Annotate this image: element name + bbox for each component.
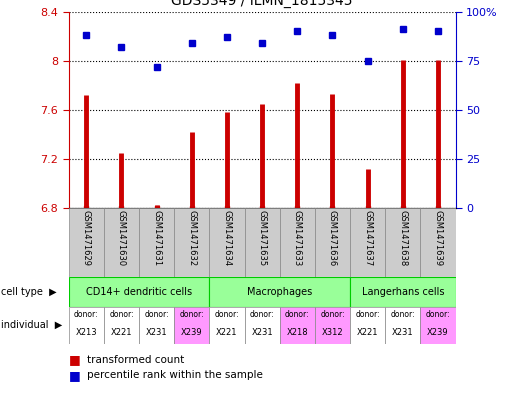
- Text: X221: X221: [216, 328, 238, 337]
- Text: X221: X221: [111, 328, 132, 337]
- Text: GSM1471637: GSM1471637: [363, 210, 372, 266]
- Bar: [315, 208, 350, 277]
- Text: donor:: donor:: [74, 310, 99, 318]
- Bar: [174, 208, 209, 277]
- Bar: [209, 208, 244, 277]
- Bar: [174, 307, 209, 344]
- Text: GSM1471630: GSM1471630: [117, 210, 126, 266]
- Bar: [244, 208, 280, 277]
- Text: transformed count: transformed count: [87, 354, 184, 365]
- Bar: [139, 208, 174, 277]
- Text: donor:: donor:: [109, 310, 134, 318]
- Text: X231: X231: [146, 328, 167, 337]
- Text: donor:: donor:: [355, 310, 380, 318]
- Text: Macrophages: Macrophages: [247, 287, 313, 297]
- Bar: [69, 307, 104, 344]
- Text: donor:: donor:: [180, 310, 204, 318]
- Text: GSM1471639: GSM1471639: [434, 210, 442, 266]
- Bar: [280, 307, 315, 344]
- Bar: [420, 307, 456, 344]
- Title: GDS5349 / ILMN_1815345: GDS5349 / ILMN_1815345: [172, 0, 353, 8]
- Text: individual  ▶: individual ▶: [1, 320, 62, 330]
- Text: GSM1471634: GSM1471634: [222, 210, 232, 266]
- Text: donor:: donor:: [215, 310, 239, 318]
- Text: GSM1471629: GSM1471629: [82, 210, 91, 266]
- Text: percentile rank within the sample: percentile rank within the sample: [87, 370, 263, 380]
- Text: X218: X218: [287, 328, 308, 337]
- Bar: [69, 277, 209, 307]
- Text: donor:: donor:: [390, 310, 415, 318]
- Text: donor:: donor:: [250, 310, 274, 318]
- Text: X213: X213: [75, 328, 97, 337]
- Text: GSM1471631: GSM1471631: [152, 210, 161, 266]
- Bar: [420, 208, 456, 277]
- Text: donor:: donor:: [426, 310, 450, 318]
- Bar: [315, 307, 350, 344]
- Text: GSM1471638: GSM1471638: [399, 210, 407, 266]
- Text: X231: X231: [251, 328, 273, 337]
- Bar: [385, 208, 420, 277]
- Text: GSM1471632: GSM1471632: [187, 210, 196, 266]
- Bar: [139, 307, 174, 344]
- Bar: [104, 208, 139, 277]
- Text: GSM1471635: GSM1471635: [258, 210, 267, 266]
- Text: cell type  ▶: cell type ▶: [1, 287, 56, 297]
- Text: X239: X239: [427, 328, 449, 337]
- Text: X231: X231: [392, 328, 414, 337]
- Bar: [209, 307, 244, 344]
- Bar: [350, 277, 456, 307]
- Text: X239: X239: [181, 328, 203, 337]
- Text: CD14+ dendritic cells: CD14+ dendritic cells: [86, 287, 192, 297]
- Text: donor:: donor:: [285, 310, 309, 318]
- Text: ■: ■: [69, 353, 80, 366]
- Text: X312: X312: [322, 328, 343, 337]
- Bar: [385, 307, 420, 344]
- Bar: [280, 208, 315, 277]
- Bar: [350, 307, 385, 344]
- Bar: [104, 307, 139, 344]
- Bar: [350, 208, 385, 277]
- Text: X221: X221: [357, 328, 378, 337]
- Text: Langerhans cells: Langerhans cells: [361, 287, 444, 297]
- Text: donor:: donor:: [145, 310, 169, 318]
- Bar: [244, 307, 280, 344]
- Text: GSM1471633: GSM1471633: [293, 210, 302, 266]
- Text: donor:: donor:: [320, 310, 345, 318]
- Bar: [69, 208, 104, 277]
- Text: ■: ■: [69, 369, 80, 382]
- Text: GSM1471636: GSM1471636: [328, 210, 337, 266]
- Bar: [209, 277, 350, 307]
